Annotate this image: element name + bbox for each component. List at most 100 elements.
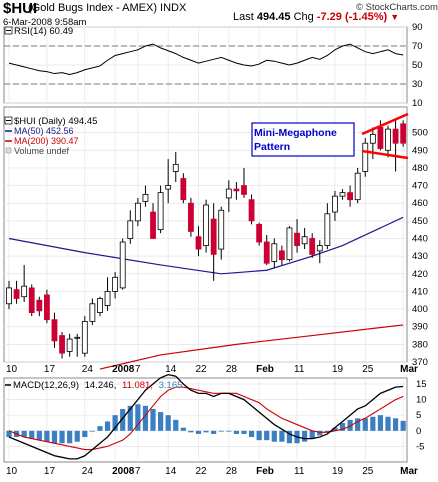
- price-y-tick-label: 460: [412, 198, 428, 209]
- candle-body: [89, 303, 96, 322]
- price-y-tick-label: 380: [412, 339, 428, 350]
- price-y-tick-label: 420: [412, 269, 428, 280]
- candle-body: [278, 250, 285, 261]
- histogram-bar: [355, 418, 361, 431]
- x-axis-label: 22: [196, 466, 208, 477]
- rsi-series-line: [8, 43, 404, 76]
- histogram-bar: [44, 430, 50, 442]
- annotation-box: [251, 122, 355, 157]
- candle-body: [369, 134, 376, 144]
- last-quote: Last 494.45 Chg -7.29 (-1.45%) ▼: [233, 11, 399, 23]
- macd-label-signal: 11.081,: [122, 380, 153, 391]
- candle-body: [81, 321, 88, 354]
- macd-panel: -5 0 5 10 15 MACD(12,26,9) 14.246, 11.081, 3…: [3, 373, 427, 463]
- x-axis-label: 22: [196, 364, 208, 375]
- histogram-bar: [36, 430, 42, 441]
- histogram-bar: [264, 430, 270, 441]
- histogram-bar: [309, 430, 315, 439]
- histogram-bar: [218, 430, 224, 432]
- last-label: Last: [233, 11, 254, 23]
- annotation-line2: Pattern: [254, 141, 291, 153]
- macd-label-macd: 14.246,: [85, 380, 117, 391]
- candle-body: [294, 232, 300, 246]
- histogram-bar: [180, 427, 186, 431]
- price-y-tick-label: 440: [412, 234, 428, 245]
- x-axis-label: 19: [332, 364, 344, 375]
- histogram-bar: [370, 416, 376, 431]
- megaphone-lower-line: [361, 149, 409, 160]
- histogram-bar: [165, 415, 171, 431]
- x-axis-label: 28: [226, 364, 238, 375]
- candle-body: [203, 204, 209, 246]
- rsi-y-tick-label: 50: [412, 60, 423, 71]
- price-y-tick-label: 470: [412, 181, 428, 192]
- macd-y-tick-label: 0: [416, 426, 421, 437]
- candle-body: [248, 199, 255, 222]
- candle-body: [225, 188, 232, 199]
- megaphone-upper-line: [361, 112, 409, 136]
- ma50-line: [8, 216, 404, 275]
- histogram-bar: [385, 416, 391, 431]
- candle-body: [400, 123, 407, 144]
- histogram-bar: [112, 415, 118, 431]
- histogram-bar: [67, 430, 73, 444]
- candle-body: [180, 178, 187, 201]
- histogram-bar: [271, 430, 277, 442]
- candle-body: [241, 185, 247, 195]
- candle-body: [134, 202, 141, 222]
- histogram-bar: [59, 430, 65, 444]
- candle-body: [256, 223, 263, 243]
- histogram-bar: [51, 430, 58, 444]
- candle-body: [347, 192, 354, 201]
- x-axis-label: 14: [165, 466, 177, 477]
- candle-body: [28, 287, 35, 313]
- x-axis-label: 10: [6, 466, 18, 477]
- candle-body: [354, 172, 361, 201]
- candle-body: [172, 163, 179, 172]
- candle-body: [127, 220, 134, 239]
- last-value: 494.45: [256, 11, 291, 23]
- candle-body: [392, 128, 399, 144]
- legend-volume: Volume undef: [14, 146, 70, 156]
- signal-line: [8, 386, 404, 451]
- x-axis-label: 7: [135, 364, 141, 375]
- candle-body: [59, 335, 65, 354]
- histogram-bar: [400, 420, 406, 431]
- histogram-bar: [74, 430, 80, 442]
- annotation-line1: Mini-Megaphone: [254, 127, 337, 139]
- x-axis-label: 17: [44, 364, 56, 375]
- histogram-bar: [135, 404, 141, 431]
- histogram-bar: [233, 430, 239, 434]
- histogram-bar: [362, 418, 368, 431]
- rsi-y-tick-label: 70: [412, 41, 423, 52]
- x-axis-label: 11: [294, 466, 305, 477]
- histogram-bar: [339, 423, 346, 431]
- candle-body: [188, 202, 194, 232]
- histogram-bar: [82, 430, 88, 438]
- x-axis-label: 17: [44, 466, 56, 477]
- candle-body: [6, 287, 12, 305]
- price-y-tick-label: 450: [412, 216, 428, 227]
- candle-body: [51, 319, 58, 342]
- histogram-bar: [89, 430, 95, 432]
- x-axis-label: 2008: [112, 364, 135, 375]
- x-axis-label: 28: [226, 466, 238, 477]
- histogram-bar: [256, 430, 262, 441]
- macd-y-tick-label: 15: [416, 379, 427, 390]
- histogram-bar: [286, 430, 293, 444]
- candle-body: [142, 193, 149, 202]
- candle-body: [36, 299, 43, 312]
- legend-price: $HUI (Daily) 494.45: [14, 116, 97, 127]
- macd-line: [8, 373, 404, 460]
- candle-body: [301, 236, 308, 245]
- price-y-tick-label: 500: [412, 128, 428, 139]
- ticker-symbol: $HUI: [3, 0, 38, 17]
- histogram-bar: [142, 405, 149, 431]
- index-name: (Gold Bugs Index - AMEX) INDX: [28, 2, 187, 14]
- x-axis-label: 14: [165, 364, 177, 375]
- macd-y-tick-label: -5: [416, 441, 424, 452]
- ma200-line: [99, 324, 404, 370]
- chg-label: Chg: [293, 11, 314, 23]
- price-y-tick-label: 480: [412, 163, 428, 174]
